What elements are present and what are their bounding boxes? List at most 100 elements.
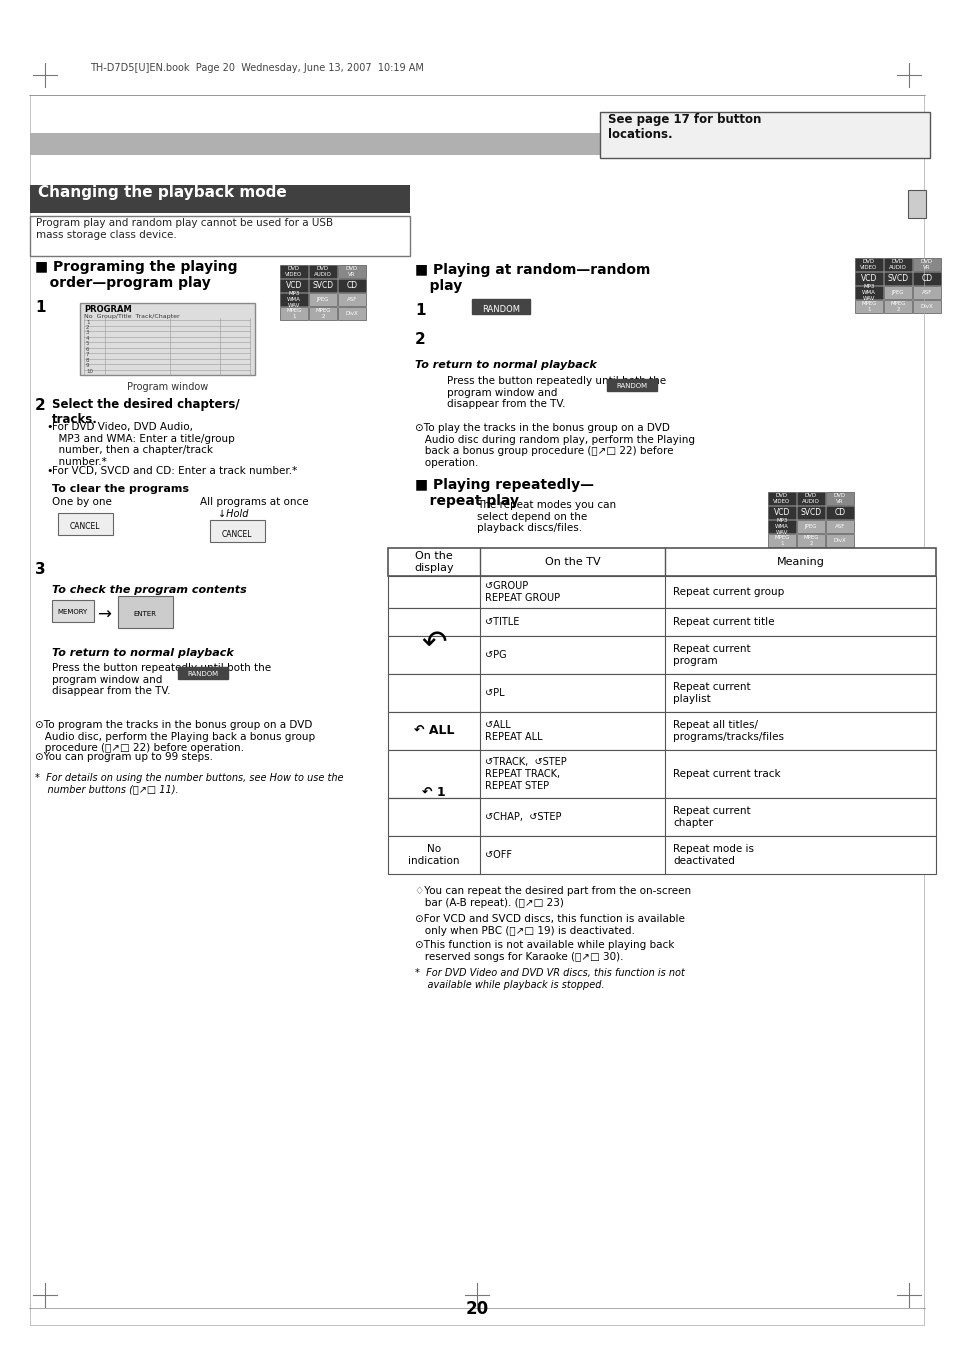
Bar: [767, 491, 795, 505]
Text: DivX: DivX: [345, 310, 358, 316]
Text: RANDOM: RANDOM: [481, 305, 519, 315]
Text: •: •: [46, 423, 52, 432]
Bar: [388, 608, 935, 636]
Bar: [337, 306, 366, 320]
Bar: [388, 674, 935, 711]
Bar: [825, 520, 853, 533]
Text: ⊙You can program up to 99 steps.: ⊙You can program up to 99 steps.: [35, 752, 213, 761]
Text: DVD
VIDEO: DVD VIDEO: [860, 259, 877, 270]
Text: 9: 9: [86, 363, 90, 369]
Text: 1: 1: [415, 302, 425, 319]
Text: *  For details on using the number buttons, see How to use the
    number button: * For details on using the number button…: [35, 774, 343, 795]
Text: DivX: DivX: [833, 539, 845, 543]
Bar: [883, 258, 911, 271]
Bar: [825, 506, 853, 518]
Bar: [309, 279, 336, 292]
Bar: [912, 286, 940, 298]
Bar: [767, 535, 795, 547]
Text: *  For DVD Video and DVD VR discs, this function is not
    available while play: * For DVD Video and DVD VR discs, this f…: [415, 968, 684, 990]
Bar: [854, 300, 882, 313]
Text: 1: 1: [35, 300, 46, 315]
Text: No
indication: No indication: [408, 844, 459, 865]
Text: ENTER: ENTER: [133, 612, 156, 617]
Text: PROGRAM: PROGRAM: [84, 305, 132, 315]
Text: To return to normal playback: To return to normal playback: [52, 648, 233, 657]
Text: ↶: ↶: [421, 629, 446, 659]
Text: CD: CD: [834, 508, 844, 517]
Text: DVD
AUDIO: DVD AUDIO: [801, 493, 819, 504]
Text: DVD
AUDIO: DVD AUDIO: [888, 259, 906, 270]
Text: VCD: VCD: [773, 508, 789, 517]
Text: DVD
VIDEO: DVD VIDEO: [285, 266, 302, 277]
Bar: [309, 306, 336, 320]
Text: SVCD: SVCD: [800, 508, 821, 517]
Text: VCD: VCD: [860, 274, 876, 284]
Bar: [280, 279, 308, 292]
Bar: [796, 520, 824, 533]
Text: MEMORY: MEMORY: [58, 609, 88, 616]
Text: Repeat current group: Repeat current group: [672, 587, 783, 597]
Bar: [337, 265, 366, 278]
Bar: [80, 302, 254, 375]
Text: ↺OFF: ↺OFF: [484, 850, 512, 860]
Text: To return to normal playback: To return to normal playback: [415, 360, 597, 370]
Bar: [118, 595, 172, 628]
Text: RANDOM: RANDOM: [616, 383, 647, 389]
Text: 8: 8: [86, 358, 90, 363]
Bar: [388, 751, 935, 798]
Text: 10: 10: [86, 369, 92, 374]
Text: No  Group/Title  Track/Chapter: No Group/Title Track/Chapter: [84, 315, 179, 319]
Text: JPEG: JPEG: [316, 297, 329, 302]
Text: SVCD: SVCD: [886, 274, 907, 284]
Bar: [388, 711, 935, 751]
Bar: [796, 535, 824, 547]
Text: To check the program contents: To check the program contents: [52, 585, 247, 595]
Text: ↶ 1: ↶ 1: [422, 787, 445, 799]
Text: ⊙For VCD and SVCD discs, this function is available
   only when PBC (⌚↗□ 19) is: ⊙For VCD and SVCD discs, this function i…: [415, 914, 684, 936]
Text: CD: CD: [921, 274, 932, 284]
Text: ↺PL: ↺PL: [484, 688, 504, 698]
Text: ↓Hold: ↓Hold: [218, 509, 248, 518]
Bar: [767, 520, 795, 533]
Text: ↺CHAP,  ↺STEP: ↺CHAP, ↺STEP: [484, 811, 561, 822]
Text: Repeat current track: Repeat current track: [672, 769, 780, 779]
Text: Repeat current title: Repeat current title: [672, 617, 774, 626]
Text: Meaning: Meaning: [776, 558, 823, 567]
Bar: [883, 300, 911, 313]
Text: JPEG: JPEG: [891, 290, 903, 296]
Text: MPEG
1: MPEG 1: [774, 535, 789, 545]
Bar: [854, 286, 882, 298]
Text: 6: 6: [86, 347, 90, 352]
Text: Repeat current
chapter: Repeat current chapter: [672, 806, 750, 828]
Bar: [854, 258, 882, 271]
Text: 20: 20: [465, 1300, 488, 1318]
Text: MPEG
2: MPEG 2: [314, 308, 331, 319]
Bar: [796, 506, 824, 518]
Bar: [388, 576, 935, 608]
Text: •: •: [46, 466, 52, 477]
Bar: [796, 491, 824, 505]
Text: For DVD Video, DVD Audio,
  MP3 and WMA: Enter a title/group
  number, then a ch: For DVD Video, DVD Audio, MP3 and WMA: E…: [52, 423, 234, 467]
Bar: [58, 513, 112, 535]
Text: JPEG: JPEG: [804, 524, 817, 529]
Bar: [388, 836, 935, 873]
Text: ↺GROUP
REPEAT GROUP: ↺GROUP REPEAT GROUP: [484, 582, 559, 603]
Text: RANDOM: RANDOM: [187, 671, 218, 676]
Bar: [178, 667, 228, 679]
Text: Repeat mode is
deactivated: Repeat mode is deactivated: [672, 844, 753, 865]
Text: ASF: ASF: [347, 297, 356, 302]
Text: On the
display: On the display: [414, 551, 454, 572]
Text: SVCD: SVCD: [313, 281, 334, 290]
Text: ↺TITLE: ↺TITLE: [484, 617, 518, 626]
Text: ↺ALL
REPEAT ALL: ↺ALL REPEAT ALL: [484, 720, 542, 741]
Bar: [854, 271, 882, 285]
Text: VCD: VCD: [286, 281, 302, 290]
Text: Press the button repeatedly until both the
program window and             
disap: Press the button repeatedly until both t…: [52, 663, 271, 697]
Text: MP3
WMA
WAV: MP3 WMA WAV: [774, 518, 788, 535]
Text: DVD
VIDEO: DVD VIDEO: [773, 493, 790, 504]
Bar: [388, 798, 935, 836]
Bar: [599, 112, 929, 158]
Text: Program window: Program window: [128, 382, 209, 391]
Text: Repeat current
playlist: Repeat current playlist: [672, 682, 750, 703]
Text: Program play and random play cannot be used for a USB
mass storage class device.: Program play and random play cannot be u…: [36, 217, 333, 239]
